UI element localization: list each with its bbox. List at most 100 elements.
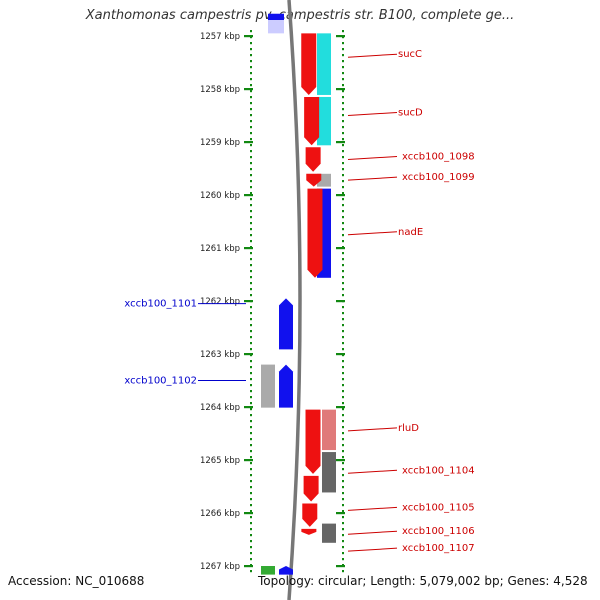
ruler-dot (342, 366, 344, 369)
ruler-dot (342, 96, 344, 99)
ruler-dot (342, 102, 344, 105)
ruler-dot (250, 270, 252, 273)
ruler-dot (250, 174, 252, 177)
gene-label-right[interactable]: xccb100_1099 (402, 172, 475, 183)
ruler-dot (250, 72, 252, 75)
feature-block (317, 96, 331, 146)
ruler-tick-label: 1266 kbp (200, 509, 240, 519)
gene-label-leader (347, 155, 398, 160)
ruler-major-tick (336, 512, 345, 515)
ruler-dot (342, 72, 344, 75)
ruler-dot (250, 432, 252, 435)
ruler-dot (250, 42, 252, 45)
ruler-dot (342, 372, 344, 375)
feature-block (322, 409, 336, 451)
ruler-tick-label: 1263 kbp (200, 350, 240, 360)
ruler-dot (250, 60, 252, 63)
ruler-dot (342, 192, 344, 195)
gene-label-right[interactable]: xccb100_1105 (402, 502, 475, 513)
forward-gene-arrow[interactable] (301, 528, 317, 535)
ruler-dot (250, 198, 252, 201)
ruler-dot (342, 438, 344, 441)
label-layer[interactable]: sucC sucD xccb100_1098 xccb100_1099 nadE rluD… (124, 49, 474, 554)
gene-label-right[interactable]: rluD (398, 423, 419, 434)
ruler-dot (250, 48, 252, 51)
backbone-arc (287, 0, 302, 600)
ruler-dot (342, 336, 344, 339)
ruler-dot (342, 462, 344, 465)
ruler-dot (342, 468, 344, 471)
ruler-dot (342, 66, 344, 69)
forward-gene-arrow[interactable] (307, 188, 323, 278)
gene-label-right[interactable]: nadE (398, 227, 423, 238)
gene-label-leader (347, 231, 398, 236)
ruler-dot (250, 348, 252, 351)
forward-gene-arrow[interactable] (305, 147, 321, 172)
gene-label-right[interactable]: xccb100_1107 (402, 543, 475, 554)
ruler-dot (342, 312, 344, 315)
gene-label-right[interactable]: xccb100_1098 (402, 151, 475, 162)
ruler-dot (342, 54, 344, 57)
forward-gene-arrow[interactable] (305, 409, 321, 474)
forward-gene-arrow[interactable] (304, 96, 320, 146)
gene-label-left[interactable]: xccb100_1101 (124, 299, 197, 310)
ruler-dot (250, 228, 252, 231)
reverse-gene-block[interactable] (261, 364, 275, 408)
reverse-gene-arrow[interactable] (279, 298, 293, 350)
gene-label-right[interactable]: sucD (398, 108, 423, 119)
ruler-dot (342, 252, 344, 255)
ruler-major-tick (336, 88, 345, 91)
ruler-major-tick (244, 247, 253, 250)
ruler-dot (250, 510, 252, 513)
ruler-dot (250, 336, 252, 339)
ruler-tick-label: 1261 kbp (200, 244, 240, 254)
ruler-dot (342, 288, 344, 291)
ruler-dot (342, 30, 344, 33)
reverse-gene-block[interactable] (261, 566, 275, 575)
feature-block-layer (268, 13, 336, 543)
ruler-dot (250, 546, 252, 549)
ruler-major-tick (336, 141, 345, 144)
ruler-dot (250, 288, 252, 291)
forward-gene-arrow[interactable] (301, 33, 317, 95)
forward-gene-arrow[interactable] (306, 173, 322, 187)
ruler-dot (250, 456, 252, 459)
forward-gene-arrow[interactable] (303, 475, 319, 502)
ruler-dot (342, 414, 344, 417)
gene-label-right[interactable]: xccb100_1104 (402, 465, 475, 476)
ruler-dot (342, 48, 344, 51)
ruler-dot (342, 558, 344, 561)
reverse-gene-arrow[interactable] (279, 566, 293, 575)
ruler-dot (342, 402, 344, 405)
ruler-major-tick (336, 459, 345, 462)
ruler-dot (342, 528, 344, 531)
ruler-dot (342, 90, 344, 93)
ruler-dot (250, 312, 252, 315)
ruler-dot (342, 492, 344, 495)
ruler-dot (342, 222, 344, 225)
ruler-tick-label: 1259 kbp (200, 138, 240, 148)
ruler-major-tick (336, 194, 345, 197)
gene-label-right[interactable]: xccb100_1106 (402, 526, 475, 537)
ruler-dot (342, 480, 344, 483)
ruler-major-tick (336, 565, 345, 568)
ruler-dot (342, 132, 344, 135)
gene-layer[interactable] (261, 33, 323, 575)
forward-gene-arrow[interactable] (302, 503, 318, 527)
ruler-dot (250, 396, 252, 399)
gene-label-right[interactable]: sucC (398, 49, 422, 60)
ruler-dot (342, 420, 344, 423)
ruler-dot (250, 552, 252, 555)
gene-label-left[interactable]: xccb100_1102 (124, 376, 197, 387)
reverse-gene-arrow[interactable] (279, 364, 293, 408)
ruler-dot (250, 360, 252, 363)
ruler-dot (250, 474, 252, 477)
ruler-dot (250, 516, 252, 519)
ruler-dot (250, 366, 252, 369)
ruler-dot (342, 426, 344, 429)
ruler-major-tick (244, 459, 253, 462)
ruler-dot (342, 78, 344, 81)
ruler-dot (342, 216, 344, 219)
ruler-dot (250, 318, 252, 321)
